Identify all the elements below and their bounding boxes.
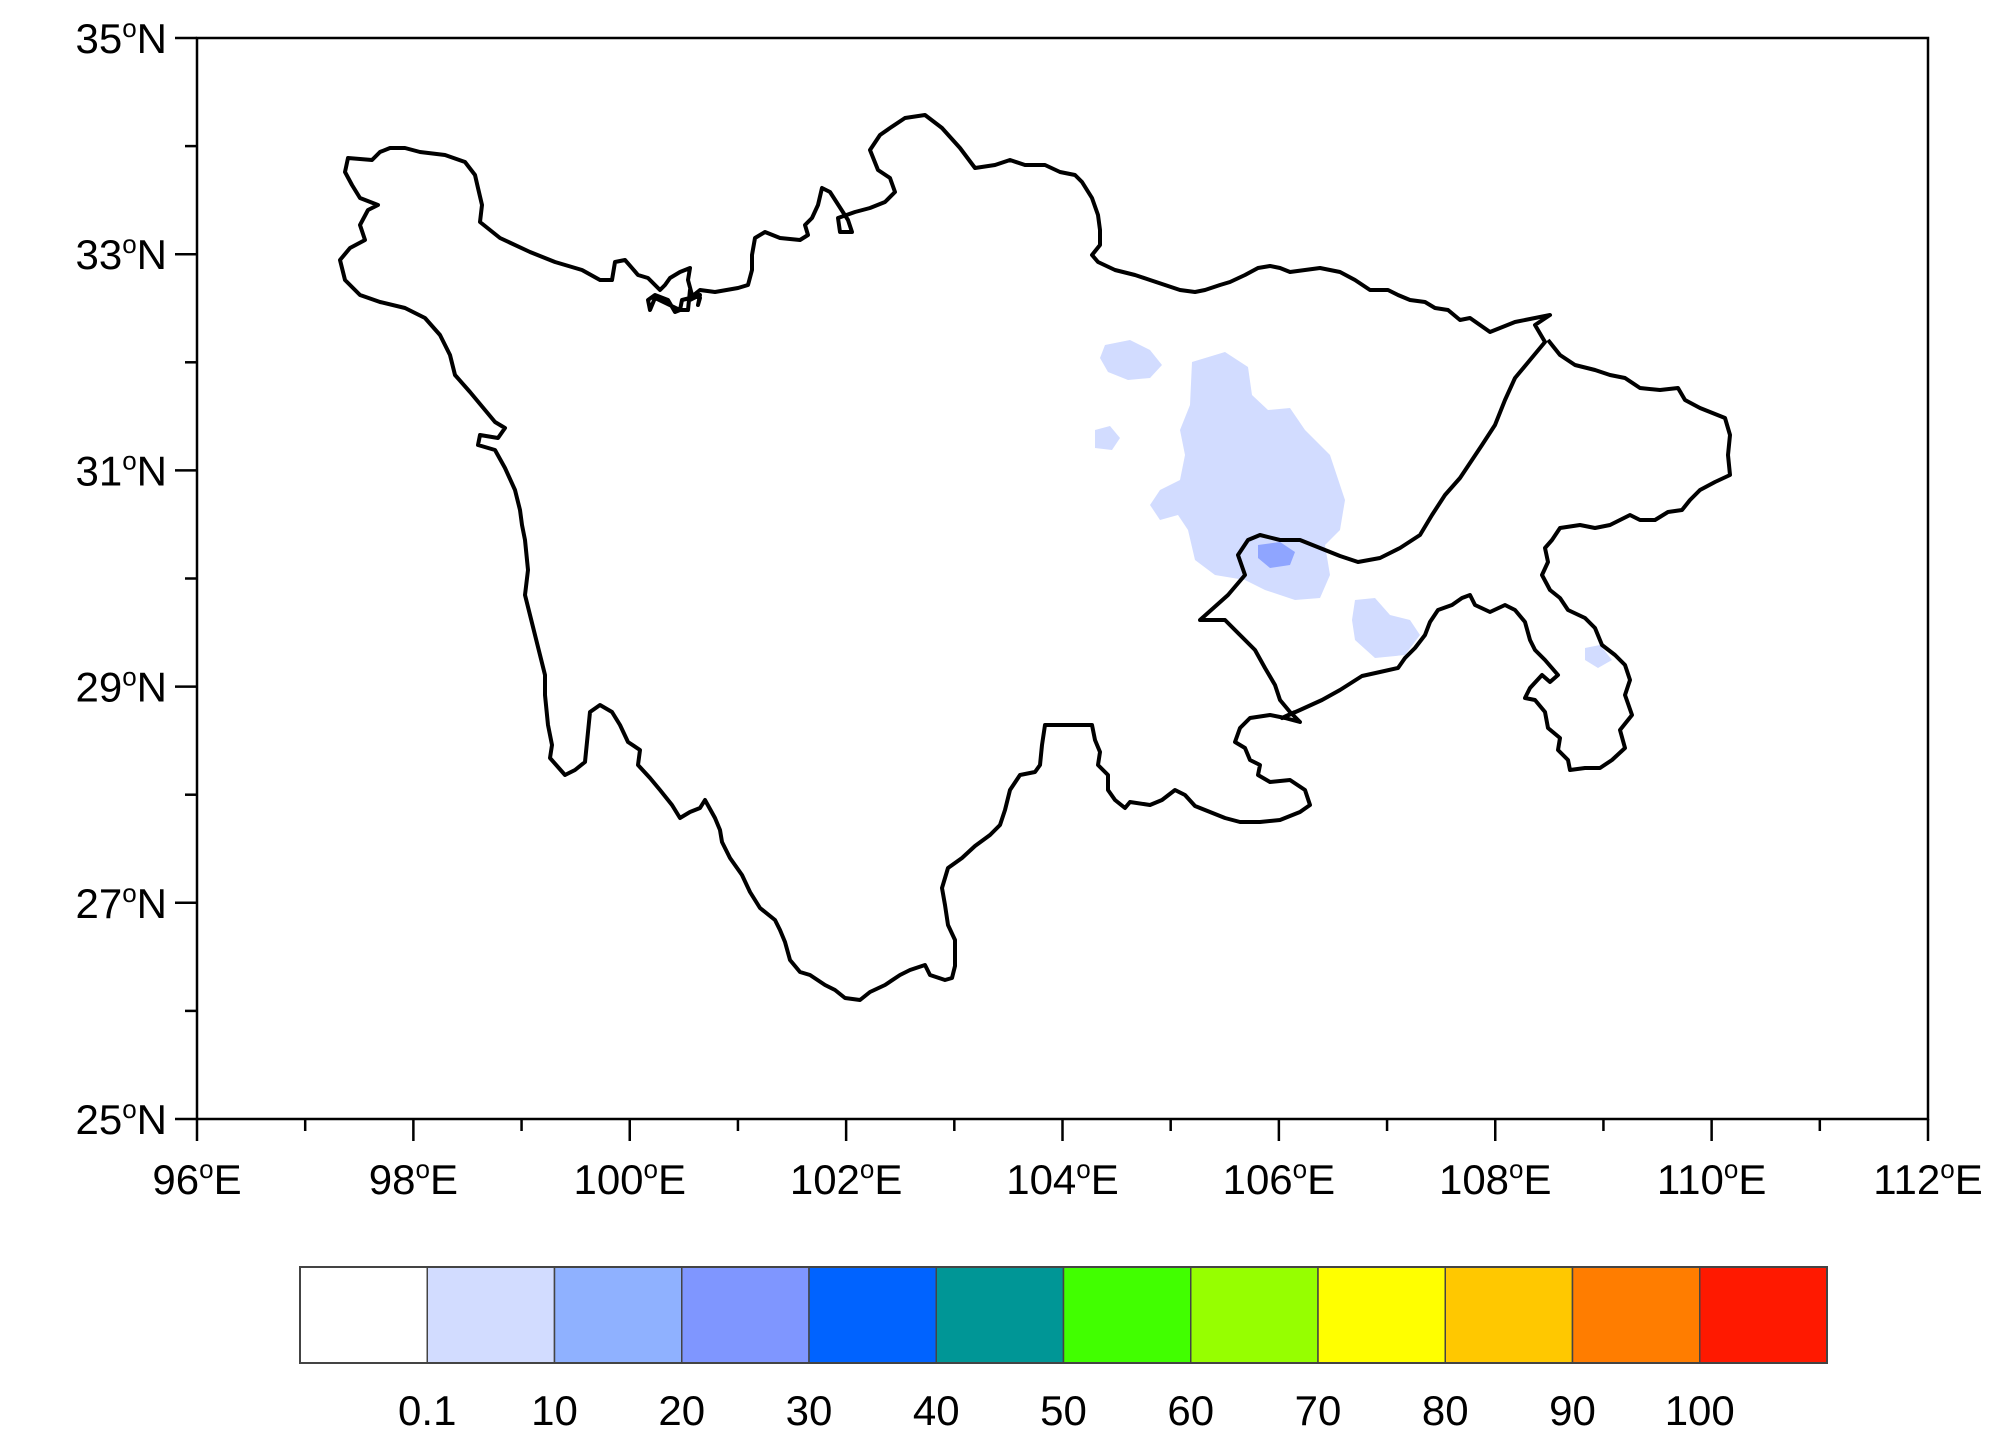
colorbar-swatch — [1699, 1266, 1828, 1364]
colorbar-swatch — [681, 1266, 810, 1364]
colorbar-swatch — [1444, 1266, 1574, 1364]
x-tick-label: 108oE — [1439, 1154, 1552, 1203]
colorbar-swatch — [299, 1266, 428, 1364]
colorbar-label: 80 — [1422, 1387, 1469, 1434]
colorbar-swatch — [1571, 1266, 1701, 1364]
y-tick-label: 29oN — [75, 662, 167, 711]
colorbar-label: 0.1 — [398, 1387, 456, 1434]
x-tick-label: 112oE — [1873, 1154, 1982, 1203]
y-tick-label: 25oN — [75, 1094, 167, 1143]
shade-patch-east — [1352, 598, 1420, 658]
y-tick-label: 31oN — [75, 445, 167, 494]
sichuan-border — [338, 113, 1552, 1002]
region-border — [338, 113, 1732, 1002]
x-tick-label: 110oE — [1657, 1154, 1766, 1203]
colorbar-label: 90 — [1549, 1387, 1596, 1434]
colorbar-outline — [299, 1266, 1828, 1364]
colorbar-label: 10 — [531, 1387, 578, 1434]
axes: 96oE 98oE 100oE 102oE 104oE 106oE 108oE 110oE 11… — [75, 13, 1982, 1203]
plot-frame — [195, 36, 1930, 1121]
colorbar-label: 20 — [658, 1387, 705, 1434]
colorbar-label: 60 — [1167, 1387, 1214, 1434]
y-tick-label: 27oN — [75, 878, 167, 927]
shade-patch-north — [1100, 340, 1162, 380]
colorbar-label: 50 — [1040, 1387, 1087, 1434]
x-tick-label: 98oE — [369, 1154, 458, 1203]
chongqing-border — [1280, 338, 1732, 772]
x-tick-label: 102oE — [790, 1154, 903, 1203]
colorbar-label: 40 — [913, 1387, 960, 1434]
colorbar-label: 70 — [1295, 1387, 1342, 1434]
colorbar-swatch — [553, 1266, 683, 1364]
colorbar-swatch — [808, 1266, 937, 1364]
colorbar-label: 30 — [786, 1387, 833, 1434]
x-tick-label: 96oE — [152, 1154, 241, 1203]
y-tick-label: 35oN — [75, 13, 167, 62]
colorbar-swatch — [426, 1266, 556, 1364]
shade-patch-small — [1095, 426, 1120, 450]
colorbar-swatch — [935, 1266, 1065, 1364]
colorbar-label: 100 — [1665, 1387, 1735, 1434]
colorbar-swatch — [1062, 1266, 1192, 1364]
shade-patch-darker — [1258, 542, 1295, 568]
shade-patch-far-east — [1585, 645, 1612, 668]
colorbar: 0.1 10 20 30 40 50 60 70 80 90 100 — [299, 1266, 1828, 1434]
plot-area — [195, 36, 1930, 1121]
x-tick-label: 100oE — [573, 1154, 686, 1203]
colorbar-swatch — [1190, 1266, 1319, 1364]
y-tick-label: 33oN — [75, 229, 167, 278]
x-tick-label: 106oE — [1223, 1154, 1336, 1203]
x-tick-label: 104oE — [1006, 1154, 1119, 1203]
colorbar-swatch — [1317, 1266, 1446, 1364]
